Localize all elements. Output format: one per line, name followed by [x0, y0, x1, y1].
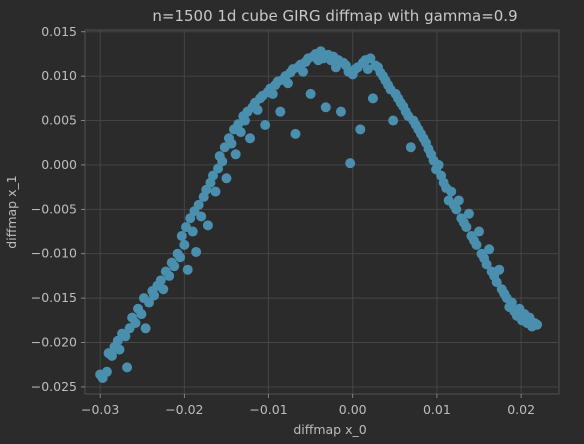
- data-point: [207, 170, 218, 181]
- data-point: [175, 252, 186, 263]
- data-point: [494, 264, 505, 275]
- data-point: [463, 208, 474, 219]
- plot-area: [84, 29, 560, 395]
- data-point: [388, 115, 399, 126]
- data-point: [491, 277, 502, 288]
- data-point: [149, 290, 160, 301]
- data-point: [120, 331, 131, 342]
- grid: [85, 30, 559, 394]
- x-axis-label: diffmap x_0: [293, 422, 366, 437]
- y-tick-label: 0.005: [41, 113, 77, 128]
- y-tick-label: −0.020: [31, 335, 77, 350]
- data-point: [122, 362, 133, 373]
- y-tick-label: 0.000: [41, 157, 77, 172]
- data-point: [193, 199, 204, 210]
- data-point: [179, 239, 190, 250]
- data-point: [136, 309, 147, 320]
- data-point: [267, 88, 278, 99]
- x-axis-ticks: −0.03 −0.02 −0.01 0.00 0.01 0.02: [81, 394, 535, 417]
- x-tick-label: −0.02: [165, 402, 203, 417]
- data-point: [176, 230, 187, 241]
- data-point: [158, 284, 169, 295]
- data-point: [155, 275, 166, 286]
- data-point: [275, 106, 286, 117]
- data-point: [506, 297, 517, 308]
- x-tick-label: −0.03: [81, 402, 119, 417]
- data-point: [433, 159, 444, 170]
- data-point: [106, 350, 117, 361]
- data-point: [355, 124, 366, 135]
- data-points: [95, 46, 543, 384]
- chart-title: n=1500 1d cube GIRG diffmap with gamma=0…: [152, 7, 517, 25]
- y-tick-label: −0.010: [31, 246, 77, 261]
- data-point: [405, 142, 416, 153]
- data-point: [143, 297, 154, 308]
- data-point: [239, 115, 250, 126]
- x-tick-label: 0.02: [507, 402, 535, 417]
- data-point: [365, 53, 376, 64]
- y-axis-label: diffmap x_1: [4, 175, 19, 248]
- data-point: [298, 66, 309, 77]
- data-point: [252, 104, 263, 115]
- data-point: [481, 259, 492, 270]
- data-point: [484, 244, 495, 255]
- y-tick-label: −0.015: [31, 290, 77, 305]
- data-point: [187, 226, 198, 237]
- data-point: [130, 317, 141, 328]
- data-point: [446, 186, 457, 197]
- data-point: [101, 366, 112, 377]
- data-point: [140, 323, 151, 334]
- data-point: [196, 211, 207, 222]
- data-point: [164, 270, 175, 281]
- y-axis-ticks: −0.025 −0.020 −0.015 −0.010 −0.005 0.000 0.005…: [31, 24, 85, 394]
- data-point: [471, 239, 482, 250]
- y-tick-label: −0.005: [31, 201, 77, 216]
- data-point: [320, 102, 331, 113]
- data-point: [169, 261, 180, 272]
- data-point: [226, 138, 237, 149]
- y-tick-label: 0.015: [41, 24, 77, 39]
- data-point: [290, 128, 301, 139]
- x-tick-label: 0.01: [423, 402, 451, 417]
- data-point: [451, 204, 462, 215]
- x-tick-label: −0.01: [249, 402, 287, 417]
- data-point: [230, 149, 241, 160]
- data-point: [345, 158, 356, 169]
- data-point: [453, 195, 464, 206]
- data-point: [305, 88, 316, 99]
- data-point: [532, 319, 543, 330]
- x-tick-label: 0.00: [339, 402, 367, 417]
- data-point: [191, 246, 202, 257]
- data-point: [362, 64, 373, 75]
- data-point: [202, 220, 213, 231]
- data-point: [474, 226, 485, 237]
- data-point: [217, 156, 228, 167]
- data-point: [114, 344, 125, 355]
- data-point: [282, 78, 293, 89]
- data-point: [335, 106, 346, 117]
- data-point: [221, 173, 232, 184]
- data-point: [235, 127, 246, 138]
- data-point: [245, 133, 256, 144]
- data-point: [260, 119, 271, 130]
- data-point: [367, 93, 378, 104]
- data-point: [461, 222, 472, 233]
- y-tick-label: −0.025: [31, 379, 77, 394]
- data-point: [182, 264, 193, 275]
- y-tick-label: 0.010: [41, 68, 77, 83]
- data-point: [210, 186, 221, 197]
